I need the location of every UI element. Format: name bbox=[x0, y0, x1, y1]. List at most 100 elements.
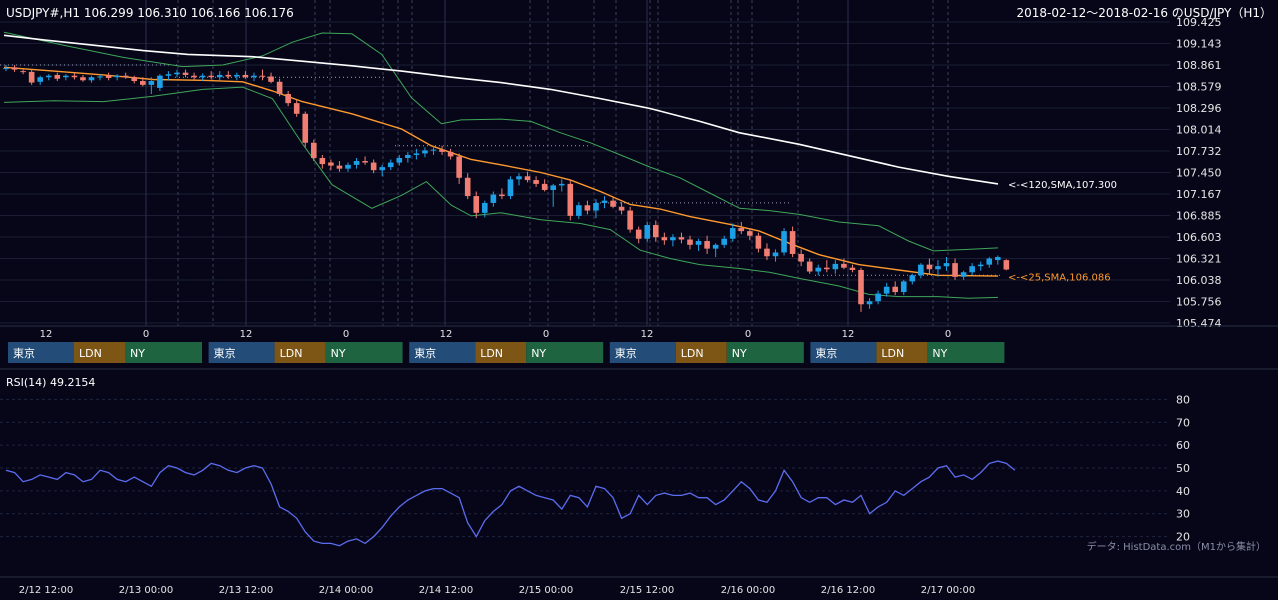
candle bbox=[644, 221, 651, 242]
candle bbox=[251, 72, 257, 82]
session-tokyo-label: 東京 bbox=[414, 346, 436, 360]
candle-body bbox=[131, 77, 138, 82]
sma25-label: <-<25,SMA,106.086 bbox=[1008, 272, 1111, 283]
candle bbox=[387, 159, 394, 171]
candle bbox=[960, 270, 967, 280]
candle bbox=[593, 199, 599, 219]
candle bbox=[174, 69, 180, 78]
candle-body bbox=[88, 77, 95, 81]
session-tokyo-bar bbox=[8, 342, 74, 363]
rsi-tick-label: 80 bbox=[1176, 393, 1190, 406]
candle-body bbox=[328, 162, 334, 166]
session-london-label: LDN bbox=[79, 347, 102, 360]
session-london: LDN bbox=[675, 342, 727, 363]
candle-body bbox=[567, 183, 574, 216]
price-x-axis: 12 0 12 0 12 0 12 0 12 0 bbox=[40, 329, 952, 340]
candle-body bbox=[345, 164, 351, 169]
candle bbox=[892, 281, 898, 296]
candle bbox=[747, 228, 753, 241]
session-separators bbox=[0, 0, 1000, 326]
candle bbox=[28, 69, 35, 85]
date-tick-label: 2/16 12:00 bbox=[821, 585, 875, 596]
sma25-line bbox=[3, 66, 999, 277]
session-ny: NY bbox=[526, 342, 604, 363]
candle-body bbox=[789, 231, 796, 254]
candle-body bbox=[490, 194, 497, 203]
candle bbox=[97, 74, 103, 81]
candle bbox=[618, 202, 625, 215]
candle bbox=[3, 65, 9, 72]
candle-body bbox=[729, 228, 736, 239]
candle-body bbox=[182, 72, 189, 75]
hour-tick-label: 12 bbox=[240, 329, 253, 340]
candle-body bbox=[199, 75, 206, 78]
rsi-line bbox=[5, 460, 1016, 547]
session-tokyo: 東京 bbox=[409, 342, 476, 363]
candle bbox=[422, 147, 428, 158]
candle-body bbox=[1003, 260, 1010, 270]
candle bbox=[772, 249, 779, 262]
candle bbox=[191, 72, 197, 81]
candle bbox=[37, 75, 43, 85]
candle-body bbox=[20, 71, 26, 73]
data-credit: データ: HistData.com（M1から集計） bbox=[1087, 540, 1266, 553]
candle-body bbox=[405, 154, 411, 158]
candle bbox=[841, 258, 847, 270]
candle bbox=[858, 267, 864, 312]
candle bbox=[293, 100, 300, 117]
candle-body bbox=[80, 77, 86, 81]
candle bbox=[490, 191, 497, 207]
candle bbox=[473, 191, 480, 219]
rsi-grid bbox=[0, 398, 1170, 538]
candle bbox=[550, 183, 556, 207]
sma120-label: <-<120,SMA,107.300 bbox=[1008, 180, 1117, 191]
candle-body bbox=[584, 205, 591, 211]
candle-body bbox=[678, 237, 685, 240]
candle-body bbox=[841, 263, 847, 268]
session-london: LDN bbox=[876, 342, 928, 363]
rsi-tick-label: 60 bbox=[1176, 439, 1190, 452]
session-tokyo-label: 東京 bbox=[615, 346, 637, 360]
candle-body bbox=[105, 75, 112, 78]
candle bbox=[157, 74, 163, 91]
candle-body bbox=[858, 269, 864, 305]
candle-body bbox=[447, 151, 454, 157]
candle bbox=[935, 260, 941, 277]
candle-body bbox=[764, 248, 770, 257]
candle-body bbox=[499, 194, 505, 197]
candle-body bbox=[550, 185, 556, 190]
session-london-bar bbox=[675, 342, 727, 363]
candle bbox=[114, 74, 120, 81]
session-london: LDN bbox=[74, 342, 125, 363]
candle-body bbox=[234, 74, 240, 77]
candle-body bbox=[362, 161, 368, 163]
date-tick-label: 2/16 00:00 bbox=[721, 585, 775, 596]
session-ny: NY bbox=[325, 342, 403, 363]
candle bbox=[430, 145, 437, 155]
sma120-line bbox=[3, 34, 999, 185]
date-tick-label: 2/17 00:00 bbox=[921, 585, 975, 596]
candle-body bbox=[11, 67, 18, 70]
candle bbox=[71, 72, 78, 80]
candle-body bbox=[900, 281, 907, 293]
candle bbox=[866, 298, 873, 309]
candle-body bbox=[456, 156, 462, 178]
candle-body bbox=[157, 75, 163, 88]
candle bbox=[918, 263, 924, 279]
candle-body bbox=[960, 272, 967, 277]
candle bbox=[926, 258, 933, 274]
date-tick-label: 2/13 12:00 bbox=[219, 585, 273, 596]
candle bbox=[259, 69, 266, 81]
candle-body bbox=[995, 257, 1001, 261]
candle bbox=[464, 173, 471, 200]
candle bbox=[729, 223, 736, 242]
candle-body bbox=[618, 206, 625, 211]
candle-body bbox=[439, 149, 445, 152]
session-tokyo-label: 東京 bbox=[214, 346, 236, 360]
candle bbox=[439, 145, 445, 155]
candle-body bbox=[798, 253, 804, 262]
candle bbox=[952, 258, 958, 280]
candle bbox=[653, 220, 659, 242]
price-tick-label: 107.732 bbox=[1176, 145, 1222, 158]
